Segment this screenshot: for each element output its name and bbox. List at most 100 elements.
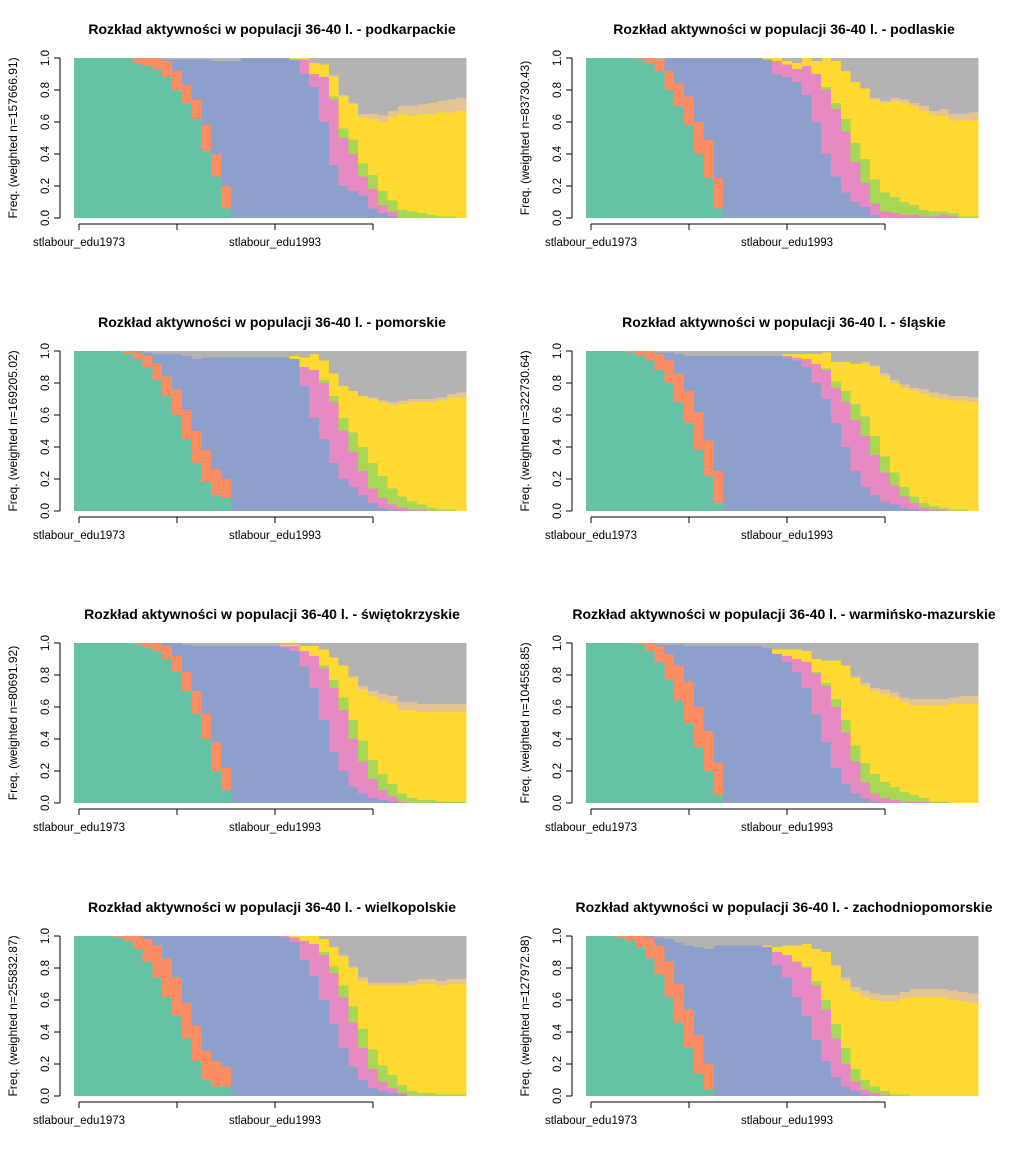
series-orange-segment [654, 354, 665, 371]
series-yellow-segment [368, 118, 379, 175]
series-pink-segment [407, 509, 418, 511]
series-yellow-segment [899, 702, 910, 792]
series-pink-segment [840, 1064, 852, 1087]
series-orange-segment [615, 936, 626, 938]
x-tick-label: stlabour_edu1993 [741, 530, 833, 542]
series-lime-segment [880, 456, 891, 473]
series-blue-segment [684, 355, 695, 391]
series-pink-segment [899, 214, 910, 218]
series-blue-segment [791, 82, 803, 218]
series-gray-segment [664, 936, 675, 940]
series-lime-segment [860, 763, 871, 783]
series-blue-segment [801, 1016, 812, 1096]
stacked-area [74, 936, 467, 1096]
series-green-segment [693, 747, 705, 803]
stacked-area [74, 643, 467, 803]
series-lime-segment [358, 163, 369, 177]
series-yellow-segment [436, 112, 447, 217]
series-gray-segment [919, 643, 930, 699]
series-gray-segment [270, 351, 281, 358]
series-tan-segment [358, 977, 369, 981]
series-yellow-segment [860, 996, 871, 1080]
chart-panel: Rozkład aktywności w populacji 36-40 l. … [0, 293, 512, 585]
series-lime-segment [919, 503, 930, 508]
series-pink-segment [860, 782, 871, 799]
series-orange-segment [181, 1003, 193, 1039]
series-blue-segment [211, 357, 222, 470]
series-blue-segment [221, 61, 232, 187]
y-tick-label: 0.2 [40, 178, 52, 194]
series-lime-segment [436, 801, 447, 803]
series-orange-segment [152, 58, 163, 70]
series-gray-segment [840, 643, 852, 666]
series-green-segment [211, 495, 222, 511]
series-tan-segment [387, 695, 398, 704]
series-tan-segment [919, 988, 930, 997]
series-blue-segment [201, 357, 212, 451]
series-pink-segment [811, 74, 822, 122]
series-green-segment [83, 351, 95, 511]
series-gray-segment [929, 643, 940, 699]
series-gray-segment [880, 351, 891, 374]
series-lime-segment [436, 509, 447, 511]
series-yellow-segment [377, 700, 389, 775]
series-blue-segment [319, 719, 330, 803]
series-yellow-segment [397, 985, 408, 1085]
series-blue-segment [191, 59, 202, 100]
series-tan-segment [968, 397, 979, 403]
series-green-segment [191, 713, 202, 803]
series-gray-segment [674, 643, 685, 645]
x-tick-label: stlabour_edu1993 [741, 237, 833, 249]
series-orange-segment [162, 376, 173, 396]
series-green-segment [221, 1086, 232, 1096]
series-green-segment [615, 58, 626, 218]
series-green-segment [172, 90, 183, 218]
series-blue-segment [713, 355, 724, 471]
series-gray-segment [407, 351, 418, 399]
series-yellow-segment [821, 58, 832, 87]
series-lime-segment [328, 96, 340, 100]
series-lime-segment [368, 174, 379, 190]
series-gray-segment [938, 351, 950, 395]
series-lime-segment [840, 1048, 852, 1064]
series-pink-segment [368, 779, 379, 799]
series-green-segment [595, 351, 607, 511]
series-lime-segment [319, 952, 330, 956]
series-gray-segment [968, 58, 979, 113]
y-tick-label: 1.0 [552, 50, 564, 66]
series-gray-segment [172, 351, 183, 355]
series-yellow-segment [880, 102, 891, 193]
series-green-segment [142, 647, 153, 803]
series-lime-segment [446, 216, 457, 218]
series-blue-segment [742, 355, 754, 511]
series-gray-segment [968, 643, 979, 696]
series-tan-segment [968, 695, 979, 704]
series-gray-segment [850, 58, 861, 82]
series-tan-segment [377, 115, 389, 122]
series-gray-segment [938, 643, 950, 699]
series-green-segment [615, 643, 626, 803]
series-gray-segment [319, 351, 330, 361]
series-tan-segment [377, 400, 389, 403]
series-orange-segment [201, 125, 212, 151]
series-green-segment [595, 643, 607, 803]
y-tick-label: 0.0 [40, 503, 52, 519]
series-blue-segment [870, 801, 881, 803]
series-orange-segment [664, 70, 675, 90]
series-pink-segment [348, 451, 359, 487]
series-pink-segment [772, 61, 783, 74]
series-lime-segment [397, 210, 408, 218]
series-blue-segment [870, 214, 881, 218]
series-gray-segment [938, 936, 950, 989]
series-gray-segment [299, 643, 310, 647]
series-lime-segment [860, 158, 871, 183]
series-green-segment [162, 659, 173, 803]
series-lime-segment [397, 793, 408, 802]
series-blue-segment [733, 355, 744, 511]
series-gray-segment [782, 936, 793, 946]
series-gray-segment [387, 936, 398, 983]
series-blue-segment [309, 976, 320, 1096]
series-yellow-segment [279, 644, 291, 647]
series-gray-segment [958, 643, 969, 696]
series-gray-segment [162, 58, 173, 60]
